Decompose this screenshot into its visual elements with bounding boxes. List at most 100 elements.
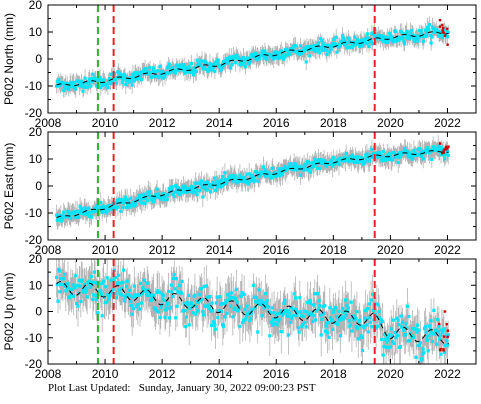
data-point [244,178,248,182]
data-point [227,177,231,181]
data-point [291,167,295,171]
data-point [440,32,444,36]
data-point [423,327,427,331]
data-point [331,327,335,331]
data-point [69,216,73,220]
data-point [329,47,333,51]
data-point [430,157,434,161]
data-point [77,278,81,282]
data-point [104,285,108,289]
data-point [134,305,139,309]
panel-north: 2008 2010 2012 2014 2016 2018 2020 2022 -20 -10 0 1… [2,0,477,130]
data-point [285,314,289,318]
data-point [78,284,82,288]
data-point [261,54,265,58]
data-point [316,292,320,296]
data-point [423,325,427,329]
data-point [156,69,160,73]
data-point [159,305,163,310]
data-point [241,179,245,183]
data-point [356,39,360,43]
data-point [420,32,424,36]
data-point [149,194,153,198]
data-point [152,196,156,200]
data-point [442,327,446,331]
data-point [303,168,307,172]
data-point [242,292,246,296]
data-point [300,324,304,328]
data-point [277,317,281,321]
data-point [193,293,197,297]
data-point [56,299,60,303]
data-point [252,54,256,58]
data-point [55,213,59,217]
data-point [162,73,166,77]
data-point [285,53,289,57]
data-point [437,34,441,38]
data-point [124,284,129,289]
data-point [428,324,432,328]
data-point [183,185,187,189]
y-axis-label: P602 Up (mm) [2,272,16,350]
data-point [396,160,400,165]
data-point [308,54,312,58]
data-point [75,210,79,214]
data-point [256,330,260,334]
data-point [106,86,110,90]
data-point [241,321,245,325]
data-point [100,314,104,318]
data-point [423,151,427,155]
data-point [144,68,148,72]
data-point [338,44,343,48]
data-point [141,201,145,205]
data-point [186,70,190,74]
data-point [261,301,265,305]
data-point [183,71,187,75]
data-point [145,281,149,285]
data-point [308,161,312,165]
data-point [217,309,221,313]
data-point [313,292,317,296]
data-point [420,154,424,158]
data-point [262,56,266,60]
data-point [84,212,88,216]
data-point [236,55,241,59]
data-point [136,303,140,307]
data-point [371,31,375,35]
data-point [321,42,325,46]
data-point [62,272,66,276]
data-point [114,275,118,279]
outlier-point [447,145,450,148]
data-point [394,336,398,340]
data-point [365,152,369,156]
data-point [426,349,430,353]
data-point [316,43,320,47]
data-point [184,315,188,319]
data-point [253,179,257,183]
data-point [275,323,279,327]
data-point [142,278,146,282]
data-point [297,330,301,334]
data-point [181,65,185,69]
data-point [125,198,129,202]
data-point [325,53,329,57]
data-point [383,337,387,341]
data-point [234,297,238,301]
data-point [247,172,251,176]
x-tick-label: 2020 [377,116,404,130]
data-point [372,33,376,37]
data-point [413,39,417,43]
outlier-point [438,25,442,28]
data-point [435,342,439,346]
data-point [357,159,361,163]
data-point [244,314,248,318]
data-point [224,182,228,186]
data-point [182,187,186,191]
data-point [234,176,238,180]
data-point [438,149,442,153]
data-point [73,286,77,290]
data-point [67,295,71,299]
data-point [398,345,402,349]
data-point [262,306,266,310]
data-point [259,298,263,303]
